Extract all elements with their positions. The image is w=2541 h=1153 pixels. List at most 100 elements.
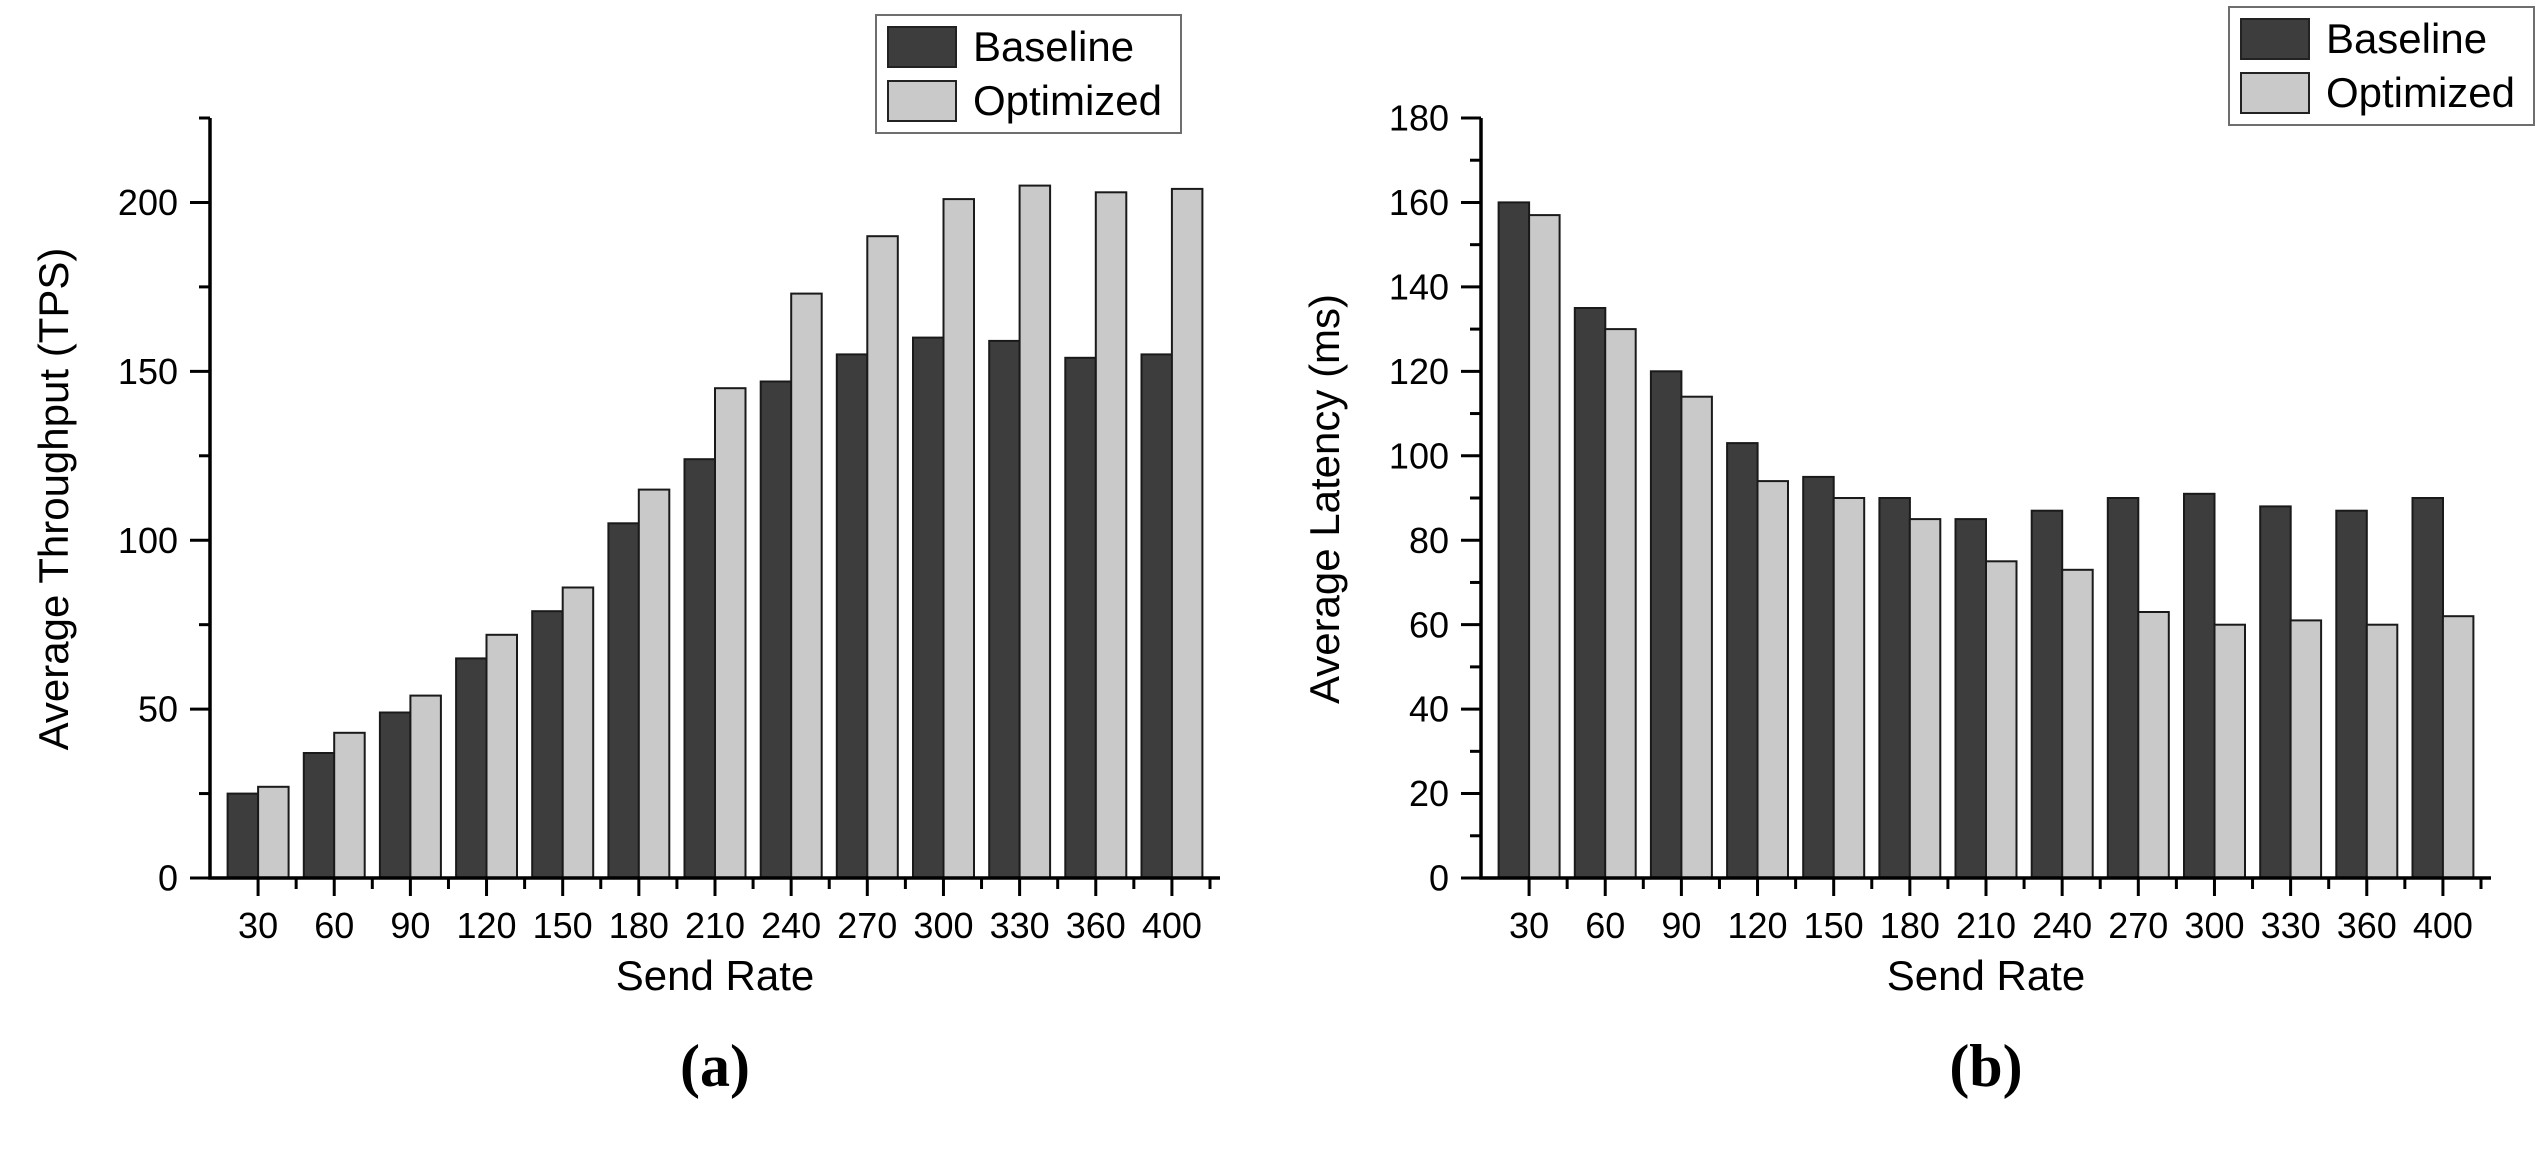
x-tick-label: 240: [2032, 905, 2092, 946]
x-tick-label: 60: [314, 905, 354, 946]
bar-optimized-180: [1908, 518, 1942, 879]
x-axis-title-b: Send Rate: [1886, 952, 2086, 999]
y-tick-label: 0: [1429, 858, 1449, 899]
legend-a: Baseline Optimized: [874, 14, 1182, 134]
chart-b-canvas: 0 20 40 60 80 100 120 140 160 180 30 60 90 120 150 180 2…: [1389, 98, 2491, 946]
bar-optimized-60: [1604, 328, 1637, 880]
bar-baseline-30: [1497, 201, 1531, 879]
legend-item-optimized: Optimized: [886, 77, 1162, 124]
bar-optimized-150: [1832, 497, 1866, 879]
x-tick-label: 210: [685, 905, 745, 946]
bar-optimized-360: [1094, 191, 1128, 880]
bar-optimized-300: [942, 198, 975, 880]
legend-swatch-optimized: [886, 80, 957, 122]
x-tick-label: 60: [1585, 905, 1625, 946]
bar-baseline-120: [455, 657, 488, 880]
bar-optimized-120: [485, 633, 518, 879]
bar-baseline-180: [607, 522, 640, 879]
bar-optimized-240: [2061, 568, 2094, 879]
bar-baseline-90: [378, 711, 412, 879]
y-tick-label: 200: [118, 182, 178, 223]
x-tick-label: 240: [761, 905, 821, 946]
x-tick-label: 30: [1509, 905, 1549, 946]
x-tick-label: 300: [2184, 905, 2244, 946]
bar-optimized-180: [637, 488, 671, 879]
legend-swatch-baseline: [886, 26, 957, 68]
bar-optimized-120: [1756, 480, 1789, 879]
bar-optimized-270: [866, 235, 899, 879]
bar-optimized-270: [2137, 611, 2170, 879]
bar-optimized-360: [2365, 623, 2399, 880]
y-tick-label: 20: [1409, 773, 1449, 814]
y-axis-title-b: Average Latency (ms): [1301, 293, 1348, 705]
x-tick-label: 180: [609, 905, 669, 946]
legend-swatch-optimized: [2239, 72, 2310, 114]
y-tick-label: 100: [118, 520, 178, 561]
x-tick-label: 270: [837, 905, 897, 946]
bar-baseline-360: [2335, 509, 2368, 879]
x-tick-label: 210: [1956, 905, 2016, 946]
figure-a: 0 50 100 150 200 30 60 90 120 150 180 210 240 270 300 3…: [0, 0, 1270, 1153]
bar-optimized-330: [1018, 184, 1052, 880]
x-tick-label: 30: [238, 905, 278, 946]
bar-baseline-60: [1573, 307, 1607, 879]
figure-b: 0 20 40 60 80 100 120 140 160 180 30 60 90 120 150 180 2…: [1271, 0, 2541, 1153]
bar-baseline-90: [1649, 370, 1683, 879]
bar-baseline-240: [759, 380, 793, 879]
bar-baseline-210: [683, 458, 716, 879]
bar-baseline-360: [1064, 356, 1097, 879]
y-tick-label: 0: [158, 858, 178, 899]
x-tick-label: 120: [1727, 905, 1787, 946]
y-tick-label: 160: [1389, 182, 1449, 223]
bar-baseline-150: [531, 610, 564, 879]
y-tick-label: 80: [1409, 520, 1449, 561]
y-tick-label: 50: [138, 689, 178, 730]
x-tick-label: 120: [456, 905, 516, 946]
chart-a-canvas: 0 50 100 150 200 30 60 90 120 150 180 210 240 270 300 3…: [118, 116, 1220, 946]
y-tick-label: 120: [1389, 351, 1449, 392]
legend-label-optimized: Optimized: [2325, 69, 2515, 116]
bar-baseline-30: [226, 792, 260, 879]
legend-item-baseline: Baseline: [2239, 15, 2515, 62]
y-tick-label: 60: [1409, 604, 1449, 645]
y-tick-label: 40: [1409, 689, 1449, 730]
y-tick-label: 140: [1389, 266, 1449, 307]
bar-optimized-30: [257, 785, 290, 879]
x-tick-label: 330: [990, 905, 1050, 946]
y-axis-title-a: Average Throughput (TPS): [30, 247, 77, 751]
x-tick-label: 270: [2108, 905, 2168, 946]
x-tick-label: 150: [1804, 905, 1864, 946]
bar-optimized-330: [2289, 619, 2323, 880]
bar-baseline-150: [1802, 475, 1835, 879]
caption-a: (a): [680, 1033, 750, 1099]
bar-baseline-120: [1726, 442, 1759, 879]
bar-baseline-330: [2259, 505, 2292, 879]
y-tick-label: 180: [1389, 98, 1449, 139]
x-axis-title-a: Send Rate: [615, 952, 815, 999]
bar-baseline-300: [912, 336, 945, 880]
bar-baseline-400: [1140, 353, 1173, 879]
legend-b: Baseline Optimized: [2227, 6, 2535, 126]
legend-label-optimized: Optimized: [972, 77, 1162, 124]
legend-item-baseline: Baseline: [886, 24, 1162, 70]
bar-optimized-400: [2441, 615, 2475, 879]
bar-optimized-210: [714, 387, 747, 879]
legend-label-baseline: Baseline: [2325, 15, 2488, 62]
bar-optimized-90: [1680, 395, 1713, 879]
bar-baseline-180: [1878, 497, 1911, 879]
y-tick-label: 150: [118, 351, 178, 392]
bar-baseline-270: [835, 353, 869, 879]
bar-baseline-240: [2030, 509, 2064, 879]
y-tick-label: 100: [1389, 435, 1449, 476]
x-tick-label: 90: [390, 905, 430, 946]
bar-optimized-30: [1528, 214, 1561, 880]
bar-optimized-150: [561, 586, 595, 879]
x-tick-label: 400: [1142, 905, 1202, 946]
legend-swatch-baseline: [2239, 18, 2310, 60]
bar-baseline-270: [2106, 497, 2140, 879]
x-tick-label: 360: [2337, 905, 2397, 946]
x-tick-label: 400: [2413, 905, 2473, 946]
bar-baseline-330: [988, 339, 1021, 879]
bar-optimized-400: [1170, 187, 1204, 879]
